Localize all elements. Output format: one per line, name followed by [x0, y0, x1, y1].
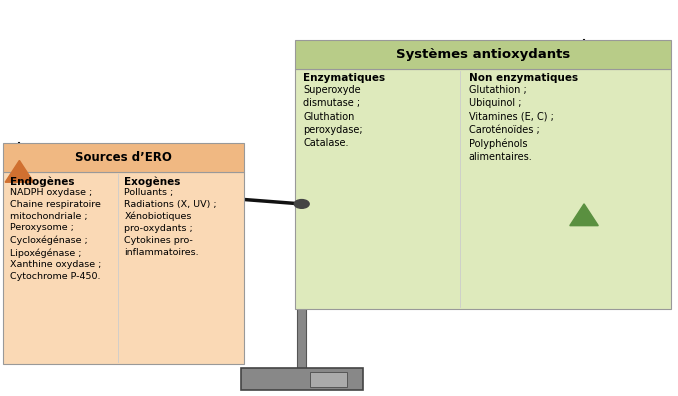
Text: Sources d’ERO: Sources d’ERO — [75, 151, 172, 164]
FancyBboxPatch shape — [297, 204, 306, 376]
FancyBboxPatch shape — [3, 143, 244, 172]
Text: Enzymatiques: Enzymatiques — [303, 73, 385, 83]
Polygon shape — [570, 204, 598, 226]
Text: Exogènes: Exogènes — [125, 176, 181, 187]
FancyBboxPatch shape — [3, 172, 244, 364]
FancyBboxPatch shape — [295, 40, 671, 69]
Polygon shape — [5, 160, 34, 182]
Text: Systèmes antioxydants: Systèmes antioxydants — [396, 48, 570, 61]
Text: NADPH oxydase ;
Chaine respiratoire
mitochondriale ;
Peroxysome ;
Cycloxégénase : NADPH oxydase ; Chaine respiratoire mito… — [10, 188, 102, 281]
Text: Non enzymatiques: Non enzymatiques — [468, 73, 578, 83]
FancyBboxPatch shape — [310, 372, 347, 387]
Text: Superoxyde
dismutase ;
Gluthation
peroxydase;
Catalase.: Superoxyde dismutase ; Gluthation peroxy… — [303, 85, 363, 148]
Circle shape — [294, 200, 309, 208]
FancyBboxPatch shape — [295, 69, 671, 309]
Text: Polluants ;
Radiations (X, UV) ;
Xénobiotiques
pro-oxydants ;
Cytokines pro-
inf: Polluants ; Radiations (X, UV) ; Xénobio… — [125, 188, 217, 257]
FancyBboxPatch shape — [241, 368, 363, 390]
Text: Glutathion ;
Ubiquinol ;
Vitamines (E, C) ;
Caroténoïdes ;
Polyphénols
alimentai: Glutathion ; Ubiquinol ; Vitamines (E, C… — [468, 85, 553, 162]
Text: Endogènes: Endogènes — [10, 176, 75, 187]
